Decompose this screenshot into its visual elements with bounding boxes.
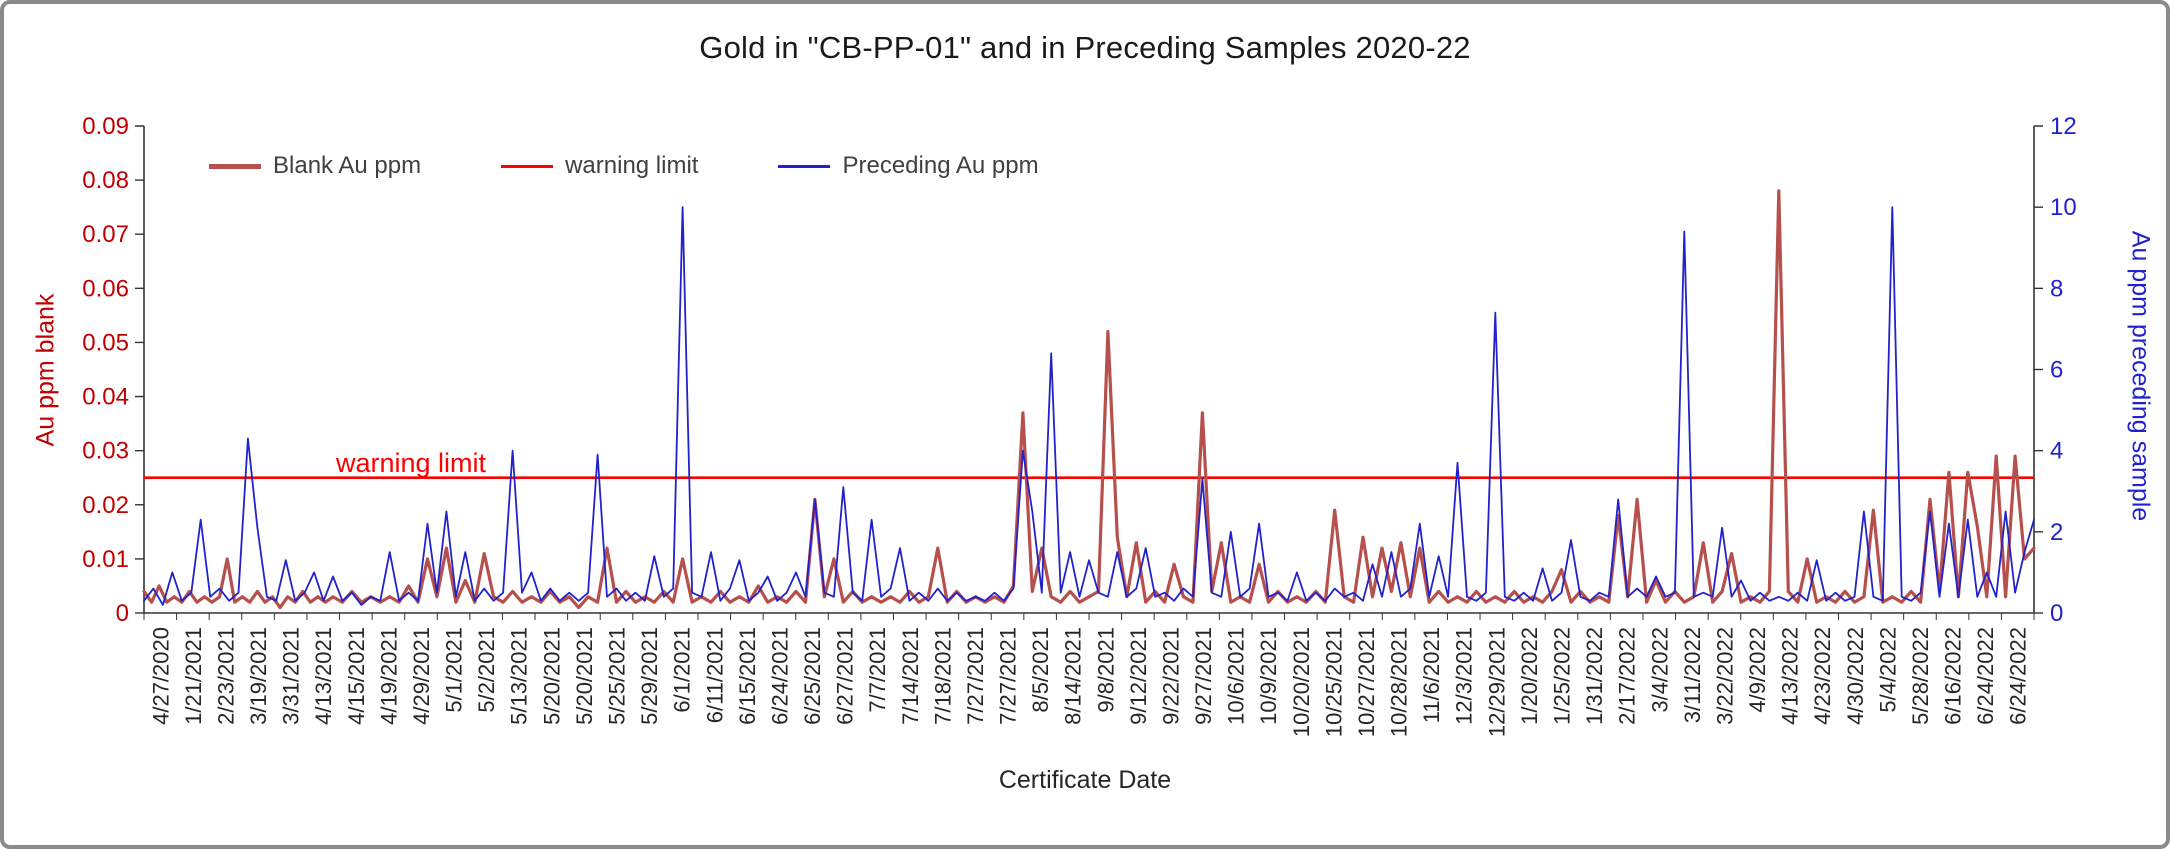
legend-swatch-preceding-line xyxy=(778,164,831,168)
chart-plot-area: 0 0.01 0.02 0.03 0.04 0.05 0.06 0.07 0.08 0.09 0 2 4… xyxy=(82,113,2077,737)
x-tick-label: 2/17/2022 xyxy=(1615,627,1640,725)
x-tick-label: 8/5/2021 xyxy=(1028,627,1053,713)
x-tick-label: 4/15/2021 xyxy=(344,627,369,725)
x-tick-label: 3/31/2021 xyxy=(279,627,304,725)
x-tick-label: 5/28/2022 xyxy=(1908,627,1933,725)
x-tick-label: 6/24/2022 xyxy=(1973,627,1998,725)
x-tick-label: 3/4/2022 xyxy=(1647,627,1672,713)
y-right-tick-label: 12 xyxy=(2050,113,2077,140)
x-tick-label: 7/7/2021 xyxy=(865,627,890,713)
x-tick-label: 12/29/2021 xyxy=(1484,627,1509,737)
x-tick-label: 6/15/2021 xyxy=(735,627,760,725)
y-left-tick-label: 0.01 xyxy=(82,546,129,573)
y-left-tick-label: 0.04 xyxy=(82,384,129,411)
legend-label-blank: Blank Au ppm xyxy=(273,152,422,179)
x-tick-label: 6/16/2022 xyxy=(1941,627,1966,725)
series-line-preceding xyxy=(143,206,2035,606)
x-tick-label: 6/1/2021 xyxy=(670,627,695,713)
series-line-blank xyxy=(142,189,2036,610)
legend: Blank Au ppm warning limit Preceding Au … xyxy=(209,152,1039,180)
x-tick-label: 9/27/2021 xyxy=(1191,627,1216,725)
legend-swatch-blank-line xyxy=(209,163,261,169)
x-tick-label: 5/29/2021 xyxy=(637,627,662,725)
x-tick-label: 5/13/2021 xyxy=(507,627,532,725)
x-tick-label: 6/24/2022 xyxy=(2006,627,2031,725)
y-left-tick-label: 0.06 xyxy=(82,275,129,302)
x-tick-label: 1/31/2022 xyxy=(1582,627,1607,725)
x-tick-label: 10/25/2021 xyxy=(1321,627,1346,737)
x-tick-label: 4/9/2022 xyxy=(1745,627,1770,713)
x-tick-label: 9/12/2021 xyxy=(1126,627,1151,725)
x-tick-label: 10/20/2021 xyxy=(1289,627,1314,737)
x-tick-label: 12/3/2021 xyxy=(1452,627,1477,725)
y-right-tick-label: 8 xyxy=(2050,275,2063,302)
legend-item-warning-limit: warning limit xyxy=(501,152,698,180)
legend-swatch-warning-line xyxy=(501,164,554,168)
x-tick-label: 4/19/2021 xyxy=(376,627,401,725)
y-left-tick-label: 0.05 xyxy=(82,329,129,356)
left-axis-title: Au ppm blank xyxy=(31,293,60,447)
legend-item-preceding-au-ppm: Preceding Au ppm xyxy=(778,152,1039,180)
x-tick-label: 4/23/2022 xyxy=(1810,627,1835,725)
x-tick-label: 10/28/2021 xyxy=(1387,627,1412,737)
x-tick-label: 5/20/2021 xyxy=(539,627,564,725)
x-tick-label: 11/6/2021 xyxy=(1419,627,1444,723)
x-tick-label: 9/8/2021 xyxy=(1093,627,1118,713)
legend-item-blank-au-ppm: Blank Au ppm xyxy=(209,152,421,180)
x-tick-label: 6/11/2021 xyxy=(702,627,727,723)
y-right-tick-label: 6 xyxy=(2050,357,2063,384)
x-tick-label: 3/22/2022 xyxy=(1712,627,1737,725)
y-right-tick-label: 4 xyxy=(2050,438,2063,465)
x-tick-label: 6/25/2021 xyxy=(800,627,825,725)
x-tick-label: 4/29/2021 xyxy=(409,627,434,725)
legend-label-warning: warning limit xyxy=(565,152,699,179)
x-tick-label: 5/1/2021 xyxy=(442,627,467,713)
x-tick-label: 7/27/2021 xyxy=(963,627,988,725)
x-axis-title: Certificate Date xyxy=(998,766,1172,794)
x-tick-label: 6/27/2021 xyxy=(833,627,858,725)
x-tick-label: 5/25/2021 xyxy=(605,627,630,725)
x-tick-label: 5/4/2022 xyxy=(1875,627,1900,713)
x-tick-label: 1/21/2021 xyxy=(181,627,206,725)
x-tick-label: 3/19/2021 xyxy=(246,627,271,725)
y-right-tick-label: 10 xyxy=(2050,194,2077,221)
x-tick-label: 1/25/2022 xyxy=(1550,627,1575,725)
x-tick-label: 10/9/2021 xyxy=(1256,627,1281,725)
y-right-tick-label: 2 xyxy=(2050,519,2063,546)
warning-limit-annotation: warning limit xyxy=(336,448,487,478)
y-left-tick-label: 0 xyxy=(116,600,129,627)
right-axis-title: Au ppm preceding sample xyxy=(2126,230,2155,522)
y-left-tick-label: 0.07 xyxy=(82,221,129,248)
x-tick-label: 5/2/2021 xyxy=(474,627,499,713)
x-tick-label: 6/24/2021 xyxy=(767,627,792,725)
x-tick-label: 7/18/2021 xyxy=(930,627,955,725)
x-tick-label: 4/13/2022 xyxy=(1778,627,1803,725)
chart-title: Gold in "CB-PP-01" and in Preceding Samp… xyxy=(699,30,1471,65)
x-tick-label: 10/6/2021 xyxy=(1224,627,1249,725)
x-tick-label: 2/23/2021 xyxy=(213,627,238,725)
y-left-tick-label: 0.03 xyxy=(82,438,129,465)
x-tick-label: 7/27/2021 xyxy=(996,627,1021,725)
x-tick-label: 1/20/2022 xyxy=(1517,627,1542,725)
y-left-tick-label: 0.08 xyxy=(82,167,129,194)
x-tick-label: 4/27/2020 xyxy=(148,627,173,725)
legend-label-preceding: Preceding Au ppm xyxy=(842,152,1039,179)
x-tick-label: 4/30/2022 xyxy=(1843,627,1868,725)
x-tick-label: 5/20/2021 xyxy=(572,627,597,725)
x-tick-label: 8/14/2021 xyxy=(1061,627,1086,725)
x-tick-label: 7/14/2021 xyxy=(898,627,923,725)
x-tick-label: 9/22/2021 xyxy=(1158,627,1183,725)
x-tick-label: 4/13/2021 xyxy=(311,627,336,725)
y-right-tick-label: 0 xyxy=(2050,600,2063,627)
y-left-tick-label: 0.02 xyxy=(82,492,129,519)
y-left-tick-label: 0.09 xyxy=(82,113,129,140)
x-tick-label: 10/27/2021 xyxy=(1354,627,1379,737)
x-tick-label: 3/11/2022 xyxy=(1680,627,1705,723)
